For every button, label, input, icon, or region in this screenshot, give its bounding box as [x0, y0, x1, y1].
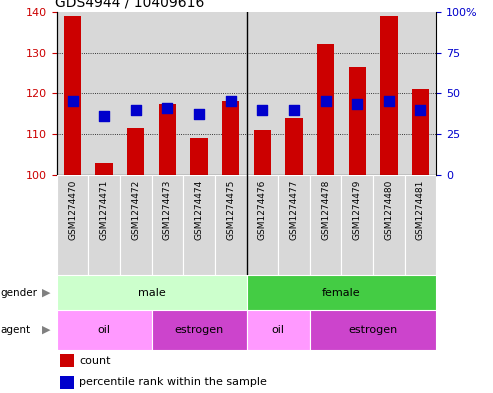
Text: male: male: [138, 288, 166, 298]
Bar: [152, 175, 183, 275]
Bar: [246, 275, 436, 310]
Bar: [310, 310, 436, 350]
Bar: [215, 12, 246, 175]
Bar: [64, 16, 81, 175]
Bar: [373, 175, 405, 275]
Bar: [222, 101, 240, 175]
Text: GSM1274476: GSM1274476: [258, 180, 267, 240]
Bar: [183, 12, 215, 175]
Bar: [57, 175, 88, 275]
Bar: [57, 310, 152, 350]
Point: [195, 110, 203, 117]
Bar: [159, 103, 176, 175]
Text: count: count: [79, 356, 111, 365]
Text: GSM1274478: GSM1274478: [321, 180, 330, 240]
Bar: [152, 12, 183, 175]
Bar: [88, 175, 120, 275]
Bar: [310, 175, 341, 275]
Text: GSM1274470: GSM1274470: [68, 180, 77, 240]
Bar: [278, 12, 310, 175]
Bar: [246, 12, 278, 175]
Point: [132, 107, 140, 113]
Bar: [88, 12, 120, 175]
Text: GSM1274472: GSM1274472: [131, 180, 141, 240]
Text: GSM1274475: GSM1274475: [226, 180, 235, 240]
Text: ▶: ▶: [42, 325, 50, 335]
Text: GDS4944 / 10409616: GDS4944 / 10409616: [55, 0, 204, 9]
Bar: [57, 12, 88, 175]
Text: agent: agent: [0, 325, 31, 335]
Point: [417, 107, 424, 113]
Bar: [127, 128, 144, 175]
Text: GSM1274481: GSM1274481: [416, 180, 425, 240]
Text: estrogen: estrogen: [175, 325, 224, 335]
Text: GSM1274473: GSM1274473: [163, 180, 172, 240]
Text: GSM1274474: GSM1274474: [195, 180, 204, 240]
Bar: [405, 175, 436, 275]
Point: [290, 107, 298, 113]
Point: [100, 113, 108, 119]
Bar: [412, 89, 429, 175]
Bar: [61, 376, 74, 389]
Point: [385, 98, 393, 105]
Point: [164, 105, 172, 111]
Bar: [373, 12, 405, 175]
Bar: [120, 12, 152, 175]
Text: oil: oil: [98, 325, 110, 335]
Bar: [246, 175, 278, 275]
Bar: [341, 12, 373, 175]
Bar: [61, 354, 74, 367]
Text: gender: gender: [0, 288, 37, 298]
Text: percentile rank within the sample: percentile rank within the sample: [79, 377, 267, 387]
Text: estrogen: estrogen: [349, 325, 398, 335]
Bar: [120, 175, 152, 275]
Bar: [310, 12, 341, 175]
Text: GSM1274480: GSM1274480: [385, 180, 393, 240]
Bar: [349, 67, 366, 175]
Bar: [285, 118, 303, 175]
Text: GSM1274479: GSM1274479: [352, 180, 362, 240]
Bar: [253, 130, 271, 175]
Point: [258, 107, 266, 113]
Bar: [317, 44, 334, 175]
Point: [227, 98, 235, 105]
Point: [353, 100, 361, 107]
Bar: [246, 310, 310, 350]
Text: ▶: ▶: [42, 288, 50, 298]
Bar: [341, 175, 373, 275]
Bar: [380, 16, 397, 175]
Text: GSM1274477: GSM1274477: [289, 180, 298, 240]
Bar: [278, 175, 310, 275]
Text: oil: oil: [272, 325, 284, 335]
Point: [321, 98, 329, 105]
Text: GSM1274471: GSM1274471: [100, 180, 108, 240]
Point: [69, 98, 76, 105]
Bar: [190, 138, 208, 175]
Bar: [405, 12, 436, 175]
Bar: [183, 175, 215, 275]
Bar: [215, 175, 246, 275]
Text: female: female: [322, 288, 361, 298]
Bar: [57, 275, 246, 310]
Bar: [152, 310, 246, 350]
Bar: [96, 163, 113, 175]
